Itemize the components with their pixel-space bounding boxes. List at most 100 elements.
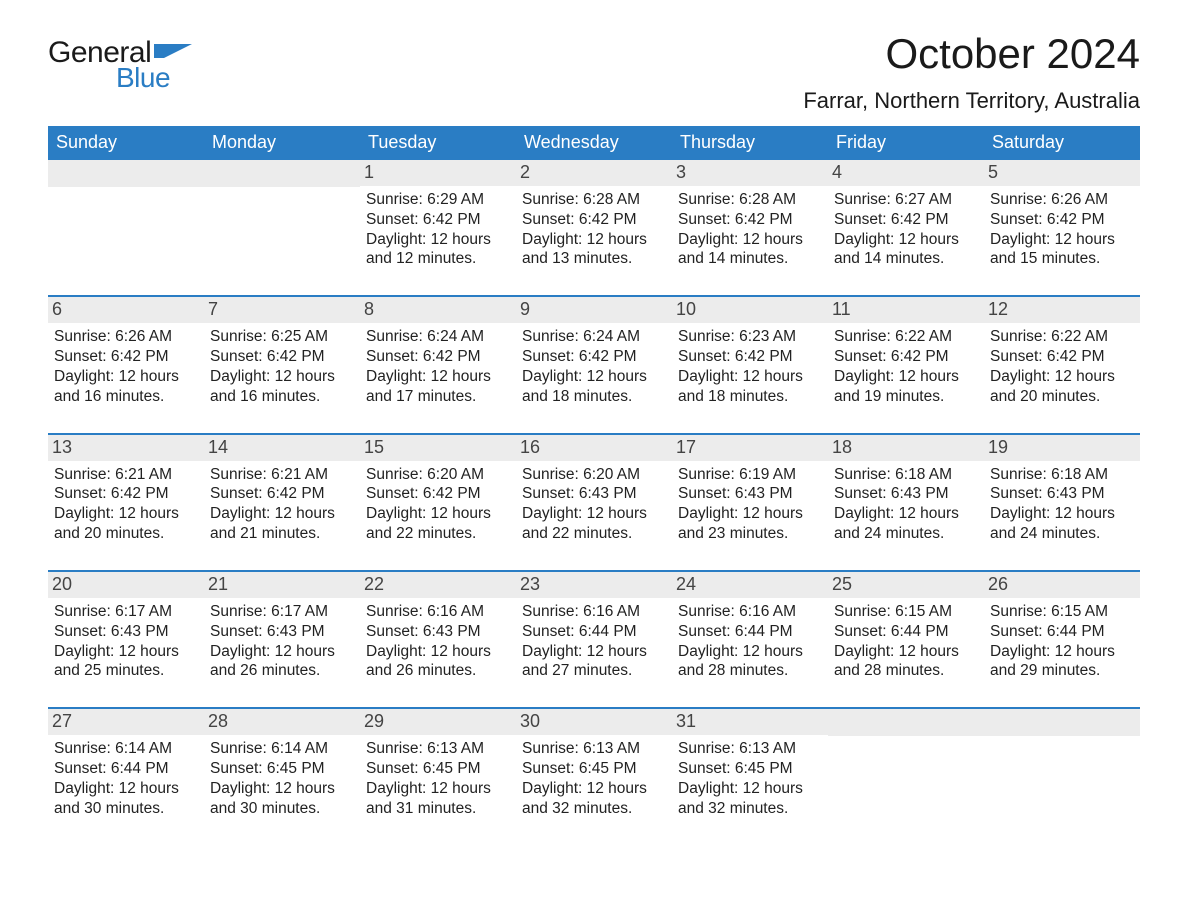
day-number: 18 bbox=[828, 435, 984, 461]
sunset-line: Sunset: 6:42 PM bbox=[990, 347, 1134, 367]
sunrise-line: Sunrise: 6:16 AM bbox=[522, 602, 666, 622]
calendar-day: 2Sunrise: 6:28 AMSunset: 6:42 PMDaylight… bbox=[516, 160, 672, 269]
calendar-day: 4Sunrise: 6:27 AMSunset: 6:42 PMDaylight… bbox=[828, 160, 984, 269]
sunset-line: Sunset: 6:42 PM bbox=[678, 347, 822, 367]
dow-saturday: Saturday bbox=[984, 126, 1140, 160]
daylight-line: Daylight: 12 hours and 13 minutes. bbox=[522, 230, 666, 270]
sunrise-line: Sunrise: 6:21 AM bbox=[54, 465, 198, 485]
calendar-grid: Sunday Monday Tuesday Wednesday Thursday… bbox=[48, 126, 1140, 819]
day-info: Sunrise: 6:19 AMSunset: 6:43 PMDaylight:… bbox=[678, 465, 822, 544]
day-number: 10 bbox=[672, 297, 828, 323]
day-info: Sunrise: 6:18 AMSunset: 6:43 PMDaylight:… bbox=[990, 465, 1134, 544]
daylight-line: Daylight: 12 hours and 29 minutes. bbox=[990, 642, 1134, 682]
day-number: 27 bbox=[48, 709, 204, 735]
calendar-day: 30Sunrise: 6:13 AMSunset: 6:45 PMDayligh… bbox=[516, 709, 672, 818]
sunset-line: Sunset: 6:43 PM bbox=[54, 622, 198, 642]
daylight-line: Daylight: 12 hours and 22 minutes. bbox=[366, 504, 510, 544]
calendar-day: 24Sunrise: 6:16 AMSunset: 6:44 PMDayligh… bbox=[672, 572, 828, 681]
calendar-week: 20Sunrise: 6:17 AMSunset: 6:43 PMDayligh… bbox=[48, 570, 1140, 681]
sunrise-line: Sunrise: 6:16 AM bbox=[366, 602, 510, 622]
day-number: 22 bbox=[360, 572, 516, 598]
sunrise-line: Sunrise: 6:26 AM bbox=[54, 327, 198, 347]
daylight-line: Daylight: 12 hours and 22 minutes. bbox=[522, 504, 666, 544]
daylight-line: Daylight: 12 hours and 24 minutes. bbox=[990, 504, 1134, 544]
header: General Blue October 2024 Farrar, Northe… bbox=[48, 30, 1140, 114]
calendar-day: 16 Sunrise: 6:20 AMSunset: 6:43 PMDayligh… bbox=[516, 435, 672, 544]
location-subtitle: Farrar, Northern Territory, Australia bbox=[803, 88, 1140, 114]
calendar-day: 31Sunrise: 6:13 AMSunset: 6:45 PMDayligh… bbox=[672, 709, 828, 818]
day-number: 25 bbox=[828, 572, 984, 598]
sunrise-line: Sunrise: 6:27 AM bbox=[834, 190, 978, 210]
sunrise-line: Sunrise: 6:24 AM bbox=[522, 327, 666, 347]
day-info: Sunrise: 6:15 AMSunset: 6:44 PMDaylight:… bbox=[990, 602, 1134, 681]
daylight-line: Daylight: 12 hours and 17 minutes. bbox=[366, 367, 510, 407]
sunset-line: Sunset: 6:42 PM bbox=[54, 484, 198, 504]
calendar-day: 13 Sunrise: 6:21 AMSunset: 6:42 PMDayligh… bbox=[48, 435, 204, 544]
day-number: 16 bbox=[516, 435, 672, 461]
sunrise-line: Sunrise: 6:18 AM bbox=[990, 465, 1134, 485]
day-number: 26 bbox=[984, 572, 1140, 598]
calendar-day: 22Sunrise: 6:16 AMSunset: 6:43 PMDayligh… bbox=[360, 572, 516, 681]
day-info: Sunrise: 6:20 AMSunset: 6:42 PMDaylight:… bbox=[366, 465, 510, 544]
sunrise-line: Sunrise: 6:26 AM bbox=[990, 190, 1134, 210]
dow-wednesday: Wednesday bbox=[516, 126, 672, 160]
calendar-week: 13Sunrise: 6:21 AMSunset: 6:42 PMDayligh… bbox=[48, 433, 1140, 544]
day-number: 31 bbox=[672, 709, 828, 735]
sunset-line: Sunset: 6:42 PM bbox=[210, 484, 354, 504]
sunset-line: Sunset: 6:43 PM bbox=[834, 484, 978, 504]
day-info: Sunrise: 6:15 AMSunset: 6:44 PMDaylight:… bbox=[834, 602, 978, 681]
daylight-line: Daylight: 12 hours and 28 minutes. bbox=[834, 642, 978, 682]
calendar-day: 11Sunrise: 6:22 AMSunset: 6:42 PMDayligh… bbox=[828, 297, 984, 406]
dow-sunday: Sunday bbox=[48, 126, 204, 160]
day-info: Sunrise: 6:21 AMSunset: 6:42 PMDaylight:… bbox=[210, 465, 354, 544]
sunrise-line: Sunrise: 6:14 AM bbox=[54, 739, 198, 759]
daylight-line: Daylight: 12 hours and 18 minutes. bbox=[678, 367, 822, 407]
calendar-day: 27 Sunrise: 6:14 AMSunset: 6:44 PMDayligh… bbox=[48, 709, 204, 818]
sunrise-line: Sunrise: 6:17 AM bbox=[54, 602, 198, 622]
day-info: Sunrise: 6:16 AMSunset: 6:44 PMDaylight:… bbox=[522, 602, 666, 681]
calendar-day: 20Sunrise: 6:17 AMSunset: 6:43 PMDayligh… bbox=[48, 572, 204, 681]
daylight-line: Daylight: 12 hours and 25 minutes. bbox=[54, 642, 198, 682]
sunset-line: Sunset: 6:45 PM bbox=[366, 759, 510, 779]
daylight-line: Daylight: 12 hours and 15 minutes. bbox=[990, 230, 1134, 270]
sunset-line: Sunset: 6:44 PM bbox=[522, 622, 666, 642]
day-number: 7 bbox=[204, 297, 360, 323]
calendar-week: 1Sunrise: 6:29 AMSunset: 6:42 PMDaylight… bbox=[48, 160, 1140, 269]
dow-tuesday: Tuesday bbox=[360, 126, 516, 160]
sunset-line: Sunset: 6:42 PM bbox=[522, 210, 666, 230]
daylight-line: Daylight: 12 hours and 21 minutes. bbox=[210, 504, 354, 544]
sunrise-line: Sunrise: 6:19 AM bbox=[678, 465, 822, 485]
sunset-line: Sunset: 6:44 PM bbox=[834, 622, 978, 642]
day-number: 9 bbox=[516, 297, 672, 323]
day-info: Sunrise: 6:29 AMSunset: 6:42 PMDaylight:… bbox=[366, 190, 510, 269]
sunset-line: Sunset: 6:42 PM bbox=[366, 210, 510, 230]
daylight-line: Daylight: 12 hours and 30 minutes. bbox=[54, 779, 198, 819]
calendar-day: 21Sunrise: 6:17 AMSunset: 6:43 PMDayligh… bbox=[204, 572, 360, 681]
day-info: Sunrise: 6:14 AMSunset: 6:44 PMDaylight:… bbox=[54, 739, 198, 818]
day-info: Sunrise: 6:25 AMSunset: 6:42 PMDaylight:… bbox=[210, 327, 354, 406]
sunset-line: Sunset: 6:42 PM bbox=[990, 210, 1134, 230]
day-number: 13 bbox=[48, 435, 204, 461]
month-title: October 2024 bbox=[803, 30, 1140, 78]
sunrise-line: Sunrise: 6:16 AM bbox=[678, 602, 822, 622]
calendar-day: 3Sunrise: 6:28 AMSunset: 6:42 PMDaylight… bbox=[672, 160, 828, 269]
calendar-day: 23Sunrise: 6:16 AMSunset: 6:44 PMDayligh… bbox=[516, 572, 672, 681]
day-number: 8 bbox=[360, 297, 516, 323]
day-number: 5 bbox=[984, 160, 1140, 186]
day-info: Sunrise: 6:21 AMSunset: 6:42 PMDaylight:… bbox=[54, 465, 198, 544]
day-info: Sunrise: 6:18 AMSunset: 6:43 PMDaylight:… bbox=[834, 465, 978, 544]
calendar-day: 18 Sunrise: 6:18 AMSunset: 6:43 PMDayligh… bbox=[828, 435, 984, 544]
flag-icon bbox=[154, 42, 194, 64]
day-info: Sunrise: 6:22 AMSunset: 6:42 PMDaylight:… bbox=[834, 327, 978, 406]
day-number: 19 bbox=[984, 435, 1140, 461]
daylight-line: Daylight: 12 hours and 18 minutes. bbox=[522, 367, 666, 407]
daylight-line: Daylight: 12 hours and 14 minutes. bbox=[834, 230, 978, 270]
sunset-line: Sunset: 6:42 PM bbox=[834, 210, 978, 230]
brand-logo: General Blue bbox=[48, 30, 194, 94]
day-number bbox=[204, 160, 360, 187]
sunset-line: Sunset: 6:45 PM bbox=[210, 759, 354, 779]
sunset-line: Sunset: 6:42 PM bbox=[834, 347, 978, 367]
calendar-day: 8Sunrise: 6:24 AMSunset: 6:42 PMDaylight… bbox=[360, 297, 516, 406]
day-info: Sunrise: 6:20 AMSunset: 6:43 PMDaylight:… bbox=[522, 465, 666, 544]
sunrise-line: Sunrise: 6:20 AM bbox=[522, 465, 666, 485]
